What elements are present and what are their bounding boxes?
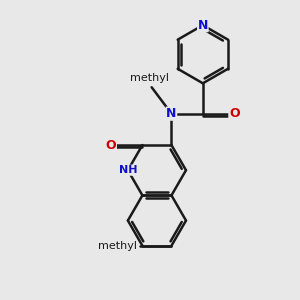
Text: methyl: methyl <box>130 73 170 83</box>
Text: N: N <box>166 107 177 120</box>
Text: O: O <box>106 139 116 152</box>
Text: NH: NH <box>118 165 137 175</box>
Text: O: O <box>229 107 239 120</box>
Text: methyl: methyl <box>98 241 137 251</box>
Text: N: N <box>198 19 208 32</box>
